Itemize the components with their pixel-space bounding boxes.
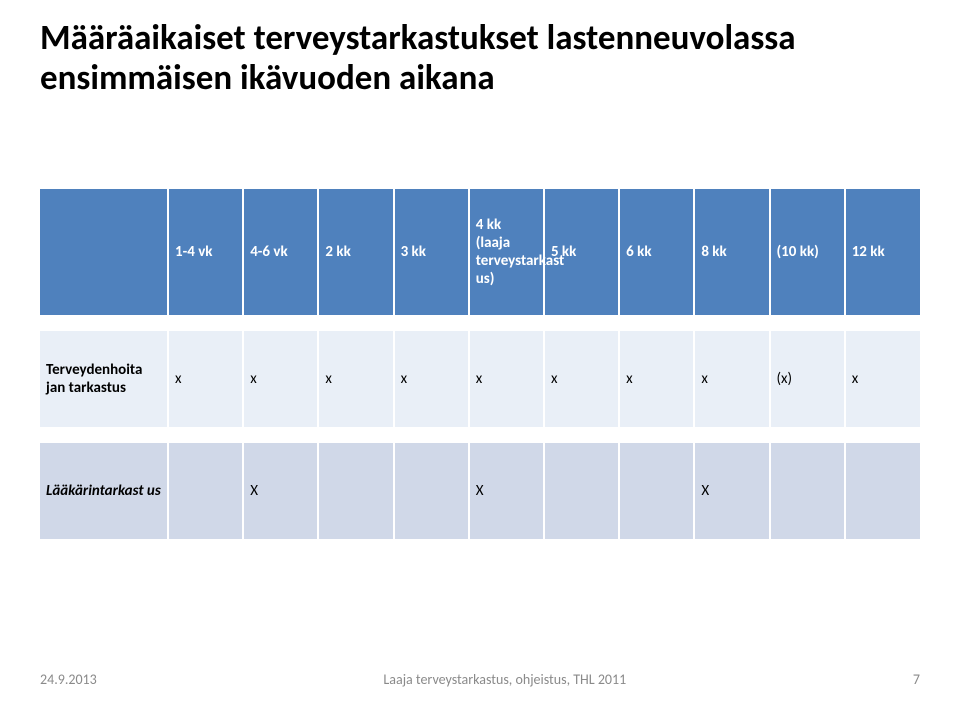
cell: x bbox=[469, 331, 544, 427]
cell bbox=[168, 443, 243, 539]
cell: x bbox=[845, 331, 920, 427]
cell bbox=[394, 443, 469, 539]
cell: x bbox=[243, 331, 318, 427]
cell: x bbox=[619, 331, 694, 427]
cell bbox=[845, 443, 920, 539]
footer-page: 7 bbox=[913, 671, 920, 688]
col-6kk: 6 kk bbox=[619, 189, 694, 315]
row-label: Lääkärintarkast us bbox=[40, 443, 168, 539]
col-1-4vk: 1-4 vk bbox=[168, 189, 243, 315]
col-label-empty bbox=[40, 189, 168, 315]
cell: (x) bbox=[770, 331, 845, 427]
col-8kk: 8 kk bbox=[694, 189, 769, 315]
col-3kk: 3 kk bbox=[394, 189, 469, 315]
page-title: Määräaikaiset terveystarkastukset lasten… bbox=[40, 18, 920, 99]
cell bbox=[544, 443, 619, 539]
footer: 24.9.2013 Laaja terveystarkastus, ohjeis… bbox=[0, 671, 960, 688]
slide: Määräaikaiset terveystarkastukset lasten… bbox=[0, 0, 960, 704]
row-label: Terveydenhoita jan tarkastus bbox=[40, 331, 168, 427]
table-row: Lääkärintarkast us X X X bbox=[40, 443, 920, 539]
col-5kk: 5 kk bbox=[544, 189, 619, 315]
spacer-row bbox=[40, 427, 920, 443]
cell bbox=[619, 443, 694, 539]
schedule-table: 1-4 vk 4-6 vk 2 kk 3 kk 4 kk (laaja terv… bbox=[40, 189, 920, 539]
col-4kk: 4 kk (laaja terveystarkast us) bbox=[469, 189, 544, 315]
footer-date: 24.9.2013 bbox=[40, 671, 97, 688]
col-2kk: 2 kk bbox=[318, 189, 393, 315]
cell bbox=[770, 443, 845, 539]
col-10kk: (10 kk) bbox=[770, 189, 845, 315]
cell: x bbox=[394, 331, 469, 427]
cell: X bbox=[469, 443, 544, 539]
cell: x bbox=[168, 331, 243, 427]
cell: x bbox=[318, 331, 393, 427]
table-row: Terveydenhoita jan tarkastus x x x x x x… bbox=[40, 331, 920, 427]
cell bbox=[318, 443, 393, 539]
table-header-row: 1-4 vk 4-6 vk 2 kk 3 kk 4 kk (laaja terv… bbox=[40, 189, 920, 315]
cell: X bbox=[243, 443, 318, 539]
cell: X bbox=[694, 443, 769, 539]
cell: x bbox=[694, 331, 769, 427]
col-12kk: 12 kk bbox=[845, 189, 920, 315]
cell: x bbox=[544, 331, 619, 427]
spacer-row bbox=[40, 315, 920, 331]
col-4-6vk: 4-6 vk bbox=[243, 189, 318, 315]
footer-center: Laaja terveystarkastus, ohjeistus, THL 2… bbox=[383, 671, 626, 688]
